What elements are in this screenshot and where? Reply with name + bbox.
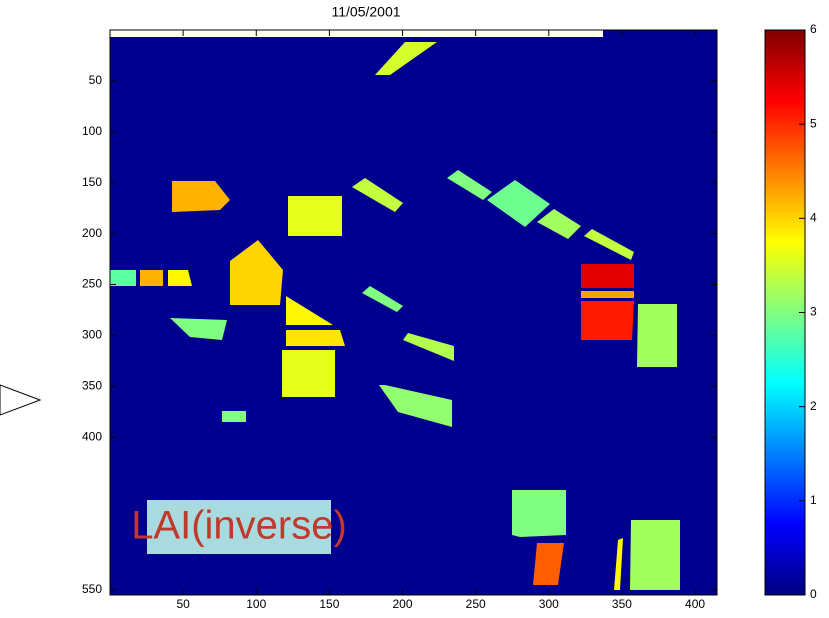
colorbar-tick-label: 6 (810, 22, 817, 36)
field (170, 318, 227, 340)
colorbar-tick-label: 0 (810, 587, 817, 601)
field (362, 286, 403, 312)
y-tick-label: 300 (82, 328, 102, 342)
colorbar-tick-label: 1 (810, 493, 817, 507)
field (581, 301, 634, 340)
colorbar-tick-label: 2 (810, 399, 817, 413)
x-tick-label: 250 (466, 597, 486, 611)
field (168, 270, 192, 286)
y-tick-label: 150 (82, 175, 102, 189)
x-tick-label: 300 (539, 597, 559, 611)
field (282, 350, 335, 397)
field (288, 196, 342, 236)
y-tick-label: 400 (82, 429, 102, 443)
chart-title: 11/05/2001 (331, 4, 400, 20)
field (581, 264, 634, 288)
field (352, 178, 403, 212)
field (286, 296, 333, 325)
field (487, 180, 550, 227)
missing-row (110, 30, 603, 37)
colorbar (764, 29, 806, 596)
field (614, 538, 623, 590)
annotation: LAI(inverse) (131, 504, 347, 548)
x-tick-label: 50 (176, 597, 190, 611)
field (581, 291, 634, 298)
field (286, 330, 345, 346)
field (110, 270, 136, 286)
y-tick-label: 100 (82, 124, 102, 138)
arrow (0, 384, 42, 416)
field (230, 240, 283, 305)
x-tick-label: 100 (246, 597, 266, 611)
y-tick-label: 350 (82, 378, 102, 392)
y-tick-label: 250 (82, 277, 102, 291)
x-tick-label: 350 (612, 597, 632, 611)
y-tick-label: 550 (82, 582, 102, 596)
fields (110, 42, 680, 590)
field (403, 333, 454, 361)
colorbar-tick-label: 3 (810, 305, 817, 319)
field (537, 209, 581, 239)
field (447, 170, 492, 200)
field (375, 42, 437, 75)
axes-frame (109, 29, 718, 596)
field (512, 490, 566, 537)
field (222, 411, 246, 422)
y-tick-label: 200 (82, 226, 102, 240)
field (637, 304, 677, 367)
colorbar-tick-label: 5 (810, 116, 817, 130)
field (533, 543, 564, 585)
field (140, 270, 163, 286)
x-tick-label: 200 (393, 597, 413, 611)
x-tick-label: 400 (685, 597, 705, 611)
field (584, 229, 634, 260)
x-tick-label: 150 (319, 597, 339, 611)
field (630, 520, 680, 590)
y-tick-label: 50 (89, 73, 103, 87)
annotation-box (147, 500, 331, 554)
field (172, 181, 230, 212)
field (379, 385, 452, 427)
colorbar-tick-label: 4 (810, 211, 817, 225)
